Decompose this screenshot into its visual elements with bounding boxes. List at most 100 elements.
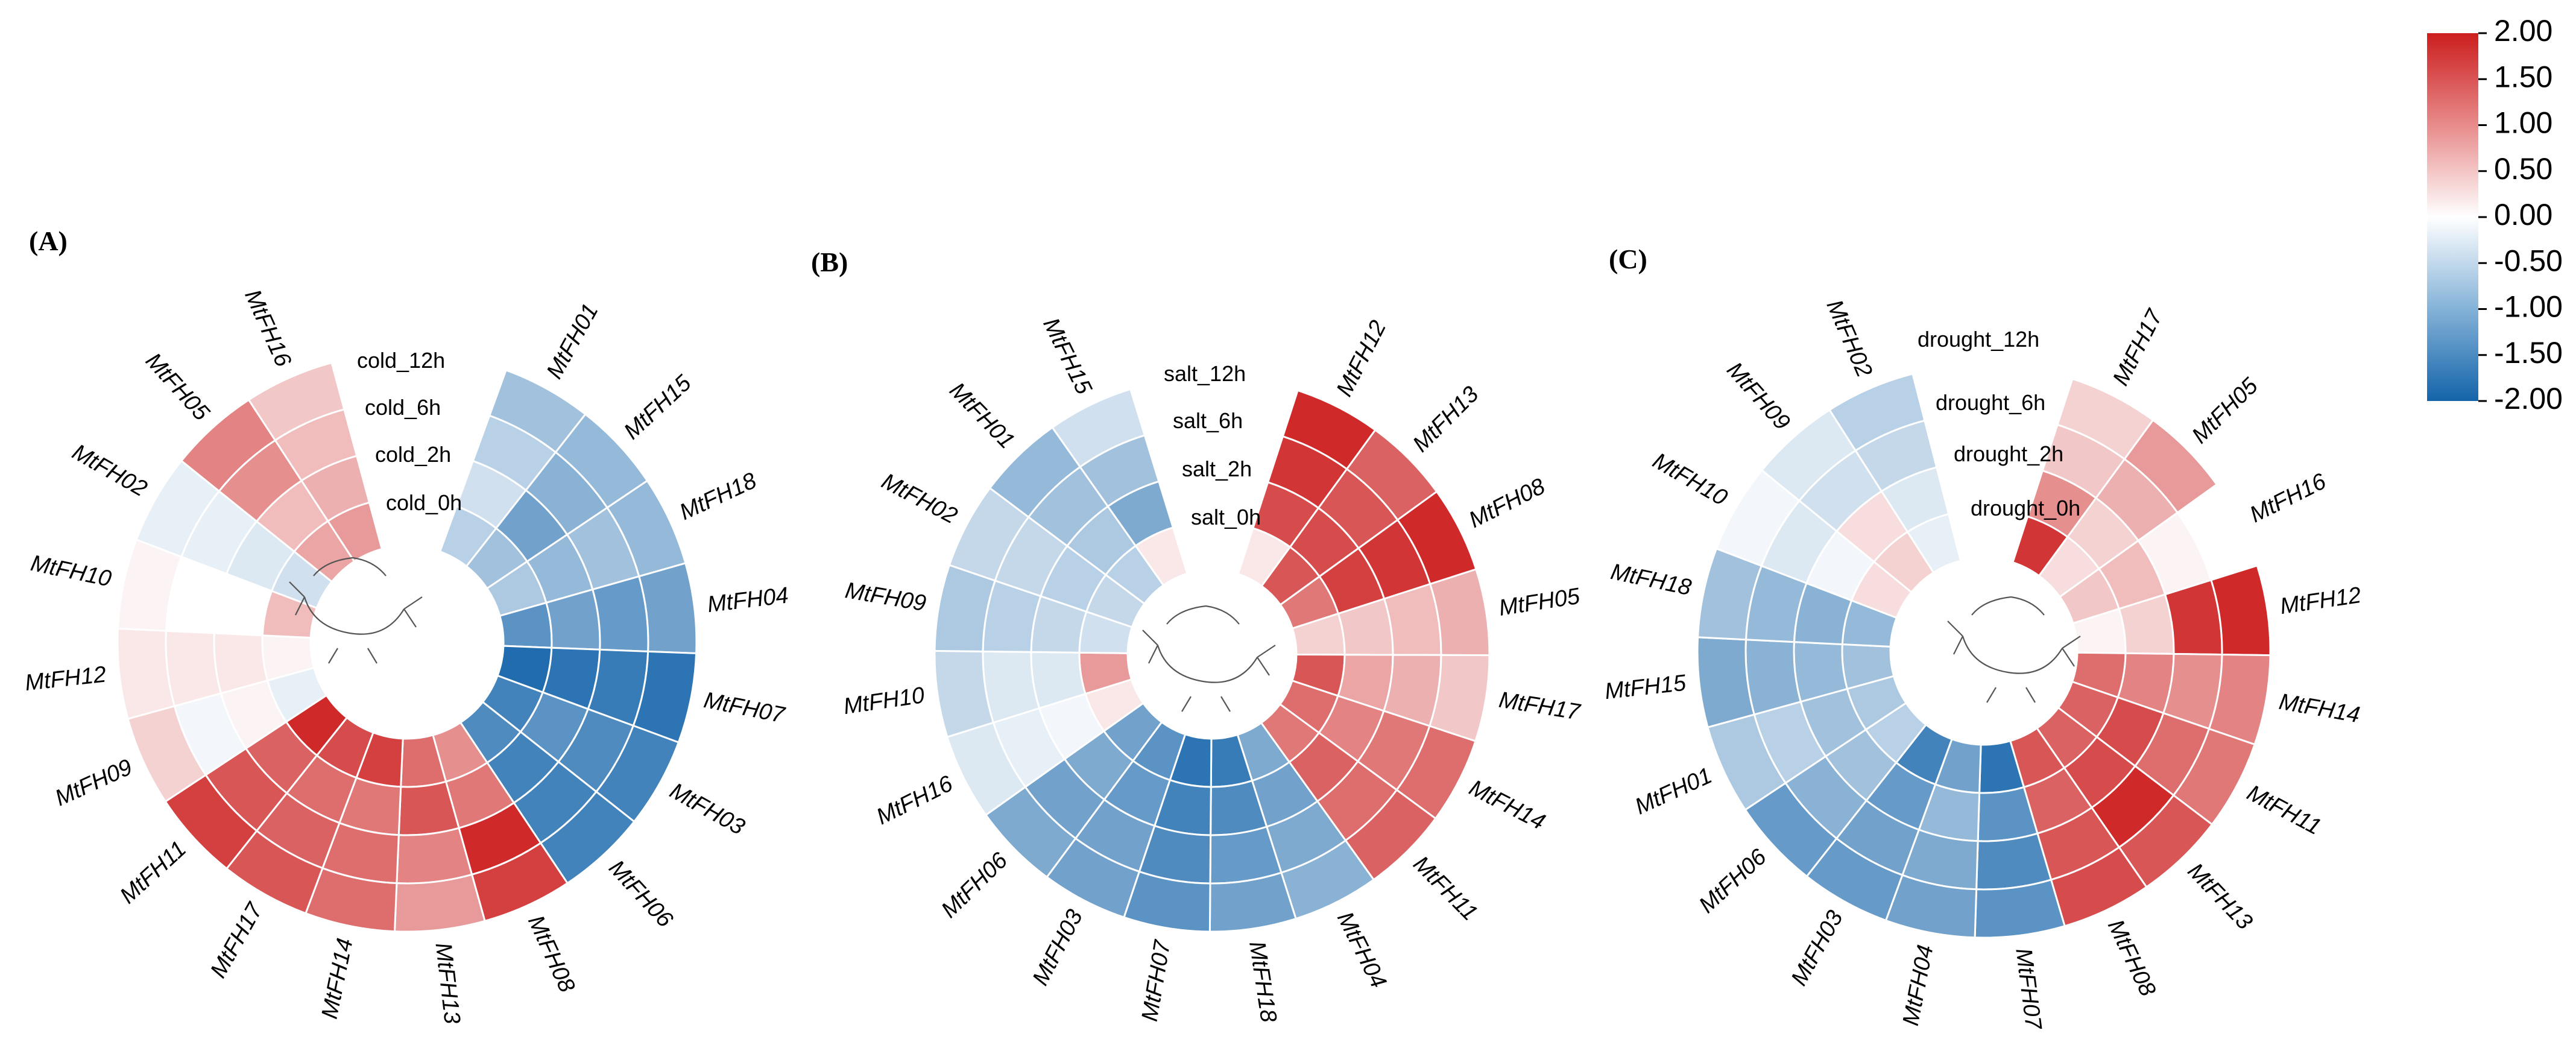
panel-b-dendrogram bbox=[1142, 605, 1276, 712]
gene-label: MtFH09 bbox=[843, 578, 927, 616]
gene-label: MtFH16 bbox=[2246, 469, 2331, 528]
gene-label: MtFH10 bbox=[1649, 448, 1732, 511]
condition-label: salt_12h bbox=[1164, 361, 1246, 386]
heatmap-cell bbox=[637, 562, 698, 654]
gene-label: MtFH13 bbox=[2183, 858, 2258, 935]
condition-label: drought_12h bbox=[1918, 327, 2039, 352]
color-legend: 2.00 1.50 1.00 0.50 0.00 -0.50 -1.00 -1.50 -2.00 bbox=[2427, 14, 2563, 415]
gene-label: MtFH08 bbox=[2103, 916, 2161, 1000]
gene-label: MtFH10 bbox=[842, 683, 926, 719]
heatmap-cell bbox=[165, 630, 223, 707]
condition-label: drought_6h bbox=[1936, 390, 2045, 415]
gene-label: MtFH12 bbox=[2278, 583, 2363, 619]
condition-label: cold_12h bbox=[357, 348, 445, 373]
gene-label: MtFH09 bbox=[1722, 358, 1795, 435]
gene-label: MtFH03 bbox=[666, 778, 749, 840]
heatmap-cell bbox=[396, 827, 473, 885]
heatmap-cell bbox=[1828, 373, 1926, 452]
gene-label: MtFH03 bbox=[1028, 906, 1088, 990]
legend-tick-label: -1.00 bbox=[2494, 290, 2563, 324]
gene-label: MtFH01 bbox=[944, 377, 1019, 453]
heatmap-cell bbox=[591, 575, 649, 652]
gene-label: MtFH02 bbox=[877, 469, 961, 529]
gene-label: MtFH06 bbox=[604, 856, 678, 933]
panel-a-condition-labels: cold_12h cold_6h cold_2h cold_0h bbox=[357, 348, 462, 515]
legend-tick-label: -0.50 bbox=[2494, 244, 2563, 277]
gene-label: MtFH15 bbox=[619, 370, 696, 444]
panel-c-dendrogram bbox=[1947, 596, 2081, 703]
panel-a-label: (A) bbox=[29, 226, 68, 256]
gene-label: MtFH11 bbox=[115, 836, 191, 909]
gene-label: MtFH16 bbox=[239, 286, 296, 371]
gene-label: MtFH06 bbox=[1694, 844, 1772, 918]
gene-label: MtFH05 bbox=[2187, 373, 2263, 449]
gene-label: MtFH07 bbox=[2010, 947, 2046, 1032]
legend-tick-label: 0.00 bbox=[2494, 198, 2552, 232]
legend-tick-label: 1.50 bbox=[2494, 60, 2552, 93]
gene-label: MtFH18 bbox=[1609, 559, 1694, 601]
color-legend-bar bbox=[2427, 33, 2478, 401]
gene-label: MtFH11 bbox=[2243, 780, 2325, 840]
condition-label: cold_6h bbox=[365, 395, 441, 420]
gene-label: MtFH14 bbox=[1465, 775, 1549, 835]
gene-label: MtFH15 bbox=[1603, 671, 1688, 705]
condition-label: salt_2h bbox=[1182, 456, 1252, 481]
gene-label: MtFH04 bbox=[706, 583, 790, 617]
panel-b-condition-labels: salt_12h salt_6h salt_2h salt_0h bbox=[1164, 361, 1261, 529]
legend-tick-label: 0.50 bbox=[2494, 152, 2552, 186]
gene-label: MtFH08 bbox=[1465, 473, 1550, 533]
gene-label: MtFH18 bbox=[676, 468, 760, 525]
panel-c: (C) drought_12h drought_6h drought_2h dr… bbox=[1603, 244, 2363, 1032]
gene-label: MtFH01 bbox=[542, 300, 604, 384]
panel-c-heatmap bbox=[1696, 373, 2271, 939]
panel-b-heatmap bbox=[933, 388, 1491, 933]
gene-label: MtFH11 bbox=[1408, 851, 1482, 926]
gene-label: MtFH01 bbox=[1631, 763, 1716, 819]
gene-label: MtFH02 bbox=[1821, 296, 1877, 381]
heatmap-cell bbox=[116, 627, 176, 720]
heatmap-cell bbox=[1051, 388, 1146, 469]
panel-b-label: (B) bbox=[811, 247, 848, 277]
heatmap-cell bbox=[1696, 636, 1756, 728]
panel-c-condition-labels: drought_12h drought_6h drought_2h drough… bbox=[1918, 327, 2080, 520]
gene-label: MtFH17 bbox=[206, 898, 268, 982]
legend-tick-label: -1.50 bbox=[2494, 336, 2563, 370]
panel-a: (A) cold_12h cold_6h cold_2h cold_0h MtF… bbox=[24, 226, 790, 1025]
condition-label: cold_0h bbox=[386, 490, 462, 515]
gene-label: MtFH13 bbox=[1408, 382, 1483, 457]
panel-c-label: (C) bbox=[1609, 244, 1647, 274]
condition-label: cold_2h bbox=[375, 442, 451, 467]
gene-label: MtFH12 bbox=[1332, 317, 1392, 400]
legend-tick-label: 1.00 bbox=[2494, 106, 2552, 140]
gene-label: MtFH10 bbox=[28, 551, 113, 592]
gene-label: MtFH13 bbox=[431, 941, 465, 1025]
heatmap-cell bbox=[247, 361, 346, 442]
gene-label: MtFH07 bbox=[1137, 938, 1176, 1023]
gene-label: MtFH06 bbox=[936, 847, 1013, 923]
gene-label: MtFH14 bbox=[317, 936, 358, 1021]
gene-label: MtFH12 bbox=[24, 662, 107, 696]
gene-label: MtFH17 bbox=[1497, 687, 1583, 725]
gene-label: MtFH02 bbox=[68, 440, 151, 502]
color-legend-ticks: 2.00 1.50 1.00 0.50 0.00 -0.50 -1.00 -1.50 -2.00 bbox=[2478, 14, 2563, 415]
heatmap-cell bbox=[1975, 832, 2053, 891]
condition-label: drought_2h bbox=[1954, 441, 2063, 466]
gene-label: MtFH05 bbox=[1497, 584, 1582, 621]
gene-label: MtFH07 bbox=[702, 687, 788, 728]
heatmap-cell bbox=[393, 873, 486, 933]
gene-label: MtFH18 bbox=[1244, 939, 1281, 1024]
condition-label: drought_0h bbox=[1971, 496, 2080, 520]
gene-label: MtFH15 bbox=[1038, 314, 1097, 399]
legend-tick-label: 2.00 bbox=[2494, 14, 2552, 48]
heatmap-cell bbox=[1744, 639, 1802, 716]
panel-b: (B) salt_12h salt_6h salt_2h salt_0h MtF… bbox=[811, 247, 1583, 1024]
gene-label: MtFH03 bbox=[1787, 906, 1848, 990]
gene-label: MtFH05 bbox=[140, 348, 214, 426]
gene-label: MtFH16 bbox=[873, 771, 957, 830]
gene-label: MtFH04 bbox=[1898, 943, 1939, 1028]
gene-label: MtFH04 bbox=[1332, 908, 1391, 993]
condition-label: salt_6h bbox=[1173, 408, 1243, 433]
gene-label: MtFH14 bbox=[2277, 689, 2361, 728]
panel-a-heatmap bbox=[116, 361, 698, 933]
